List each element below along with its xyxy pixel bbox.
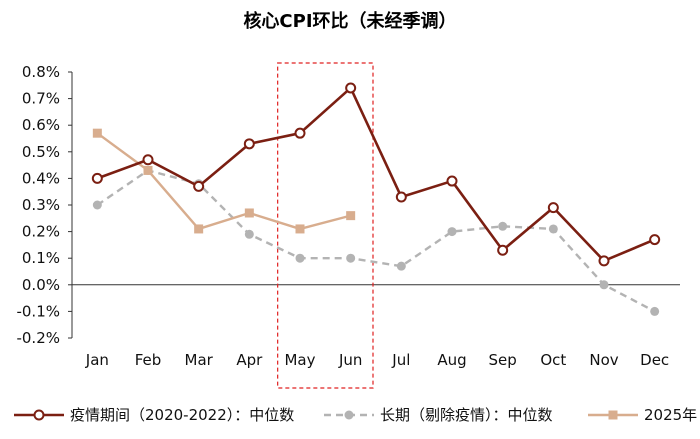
legend-label-2: 2025年: [644, 406, 697, 424]
legend-marker-0: [33, 409, 45, 421]
series-0-point-dec: [649, 234, 661, 246]
x-tick-label-jul: Jul: [391, 351, 410, 369]
series-0-point-jan: [91, 172, 103, 184]
series-line-2: [96, 132, 351, 231]
y-tick-label: 0.8%: [22, 63, 60, 81]
series-0-point-jul: [395, 191, 407, 203]
series-0-point-apr: [243, 138, 255, 150]
x-tick-label-sep: Sep: [489, 351, 517, 369]
series-0-point-feb: [142, 154, 154, 166]
series-2-point-jan: [92, 128, 102, 138]
x-tick-label-apr: Apr: [236, 351, 263, 369]
chart-title: 核心CPI环比（未经季调）: [243, 10, 456, 32]
series-0-point-oct: [547, 202, 559, 214]
y-tick-label: 0.2%: [22, 223, 60, 241]
legend-marker-2: [608, 410, 618, 420]
series-1-point-sep: [498, 221, 508, 231]
x-tick-label-mar: Mar: [185, 351, 214, 369]
x-tick-label-jan: Jan: [85, 351, 109, 369]
series-0-point-mar: [193, 180, 205, 192]
series-line-1: [96, 169, 656, 313]
series-0-point-may: [294, 127, 306, 139]
legend-marker-1: [344, 410, 354, 420]
y-tick-label: 0.7%: [22, 90, 60, 108]
series-1-point-nov: [599, 280, 609, 290]
series-layer: [91, 82, 661, 316]
series-0: [91, 82, 661, 267]
legend: 疫情期间（2020-2022）：中位数 长期（剔除疫情）：中位数 2025年: [14, 406, 697, 424]
x-tick-label-may: May: [284, 351, 315, 369]
series-1-point-may: [295, 253, 305, 263]
x-tick-label-jun: Jun: [338, 351, 362, 369]
series-1: [92, 165, 660, 316]
series-1-point-apr: [244, 229, 254, 239]
series-1-point-jun: [346, 253, 356, 263]
x-tick-label-oct: Oct: [540, 351, 566, 369]
y-tick-label: 0.1%: [22, 249, 60, 267]
series-0-point-jun: [345, 82, 357, 94]
y-tick-label: 0.5%: [22, 143, 60, 161]
y-tick-label: 0.4%: [22, 169, 60, 187]
series-1-point-dec: [650, 306, 660, 316]
series-2-point-mar: [194, 224, 204, 234]
series-2-point-may: [295, 224, 305, 234]
y-tick-label: -0.2%: [16, 329, 60, 347]
legend-item-2: 2025年: [588, 406, 697, 424]
y-tick-label: 0.3%: [22, 196, 60, 214]
chart-axes: 0.8% 0.7% 0.6% 0.5% 0.4% 0.3% 0.2% 0.1% 0.0% -0.1…: [16, 63, 680, 369]
y-tick-label: 0.6%: [22, 116, 60, 134]
legend-item-1: 长期（剔除疫情）：中位数: [324, 406, 553, 424]
series-2-point-feb: [143, 165, 153, 175]
series-0-point-aug: [446, 175, 458, 187]
series-line-0: [96, 86, 656, 263]
legend-label-1: 长期（剔除疫情）：中位数: [380, 406, 553, 424]
y-tick-label: -0.1%: [16, 302, 60, 320]
x-tick-label-dec: Dec: [640, 351, 669, 369]
x-tick-label-nov: Nov: [589, 351, 618, 369]
legend-label-0: 疫情期间（2020-2022）：中位数: [70, 406, 294, 424]
series-1-point-jul: [396, 261, 406, 271]
series-2-point-apr: [244, 208, 254, 218]
series-1-point-jan: [92, 200, 102, 210]
y-tick-label: 0.0%: [22, 276, 60, 294]
x-tick-label-feb: Feb: [135, 351, 162, 369]
series-0-point-sep: [497, 244, 509, 256]
series-0-point-nov: [598, 255, 610, 267]
series-1-point-oct: [548, 224, 558, 234]
legend-item-0: 疫情期间（2020-2022）：中位数: [14, 406, 294, 424]
series-2-point-jun: [346, 211, 356, 221]
x-tick-label-aug: Aug: [437, 351, 466, 369]
series-1-point-aug: [447, 227, 457, 237]
